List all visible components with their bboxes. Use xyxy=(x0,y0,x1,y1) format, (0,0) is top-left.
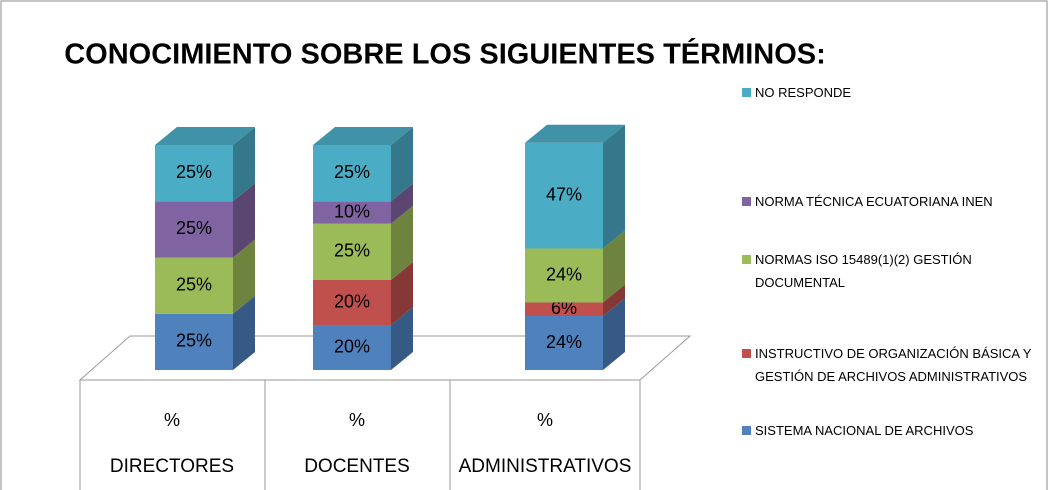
bar xyxy=(525,248,603,303)
data-label: 47% xyxy=(546,184,582,204)
bar-side xyxy=(391,205,413,280)
legend-label: NO RESPONDE xyxy=(755,84,852,100)
legend-swatch xyxy=(742,255,751,264)
bar-side xyxy=(603,124,625,249)
bar xyxy=(313,201,391,224)
x-tick-unit: % xyxy=(537,410,553,430)
bar xyxy=(155,145,233,202)
x-tick-unit: % xyxy=(164,410,180,430)
legend-label: NORMA TÉCNICA ECUATORIANA INEN xyxy=(755,193,993,209)
bar-side xyxy=(391,262,413,325)
data-label: 25% xyxy=(176,274,212,294)
data-label: 20% xyxy=(334,336,370,356)
bar xyxy=(313,280,391,325)
bar xyxy=(313,145,391,202)
legend-item: NORMAS ISO 15489(1)(2) GESTIÓN DOCUMENTA… xyxy=(740,248,1040,294)
bar xyxy=(155,257,233,314)
legend-item: SISTEMA NACIONAL DE ARCHIVOS xyxy=(740,419,1040,442)
x-tick-label: DOCENTES xyxy=(304,456,410,477)
x-tick-unit: % xyxy=(349,410,365,430)
bar-side xyxy=(391,127,413,202)
bar-side xyxy=(233,295,255,370)
legend-swatch xyxy=(742,349,751,358)
bar-top xyxy=(313,127,413,145)
data-label: 6% xyxy=(551,298,577,318)
data-label: 25% xyxy=(176,162,212,182)
legend-swatch xyxy=(742,425,751,435)
bar xyxy=(313,325,391,370)
bar-side xyxy=(603,298,625,370)
legend-item: INSTRUCTIVO DE ORGANIZACIÓN BÁSICA Y GES… xyxy=(740,342,1040,388)
data-label: 10% xyxy=(334,201,370,221)
legend-swatch xyxy=(742,87,751,97)
bar-side xyxy=(233,127,255,202)
legend-label: NORMAS ISO 15489(1)(2) GESTIÓN DOCUMENTA… xyxy=(755,252,972,290)
legend-label: SISTEMA NACIONAL DE ARCHIVOS xyxy=(755,422,974,438)
bar-side xyxy=(603,284,625,316)
bar-side xyxy=(603,230,625,303)
bar xyxy=(525,302,603,316)
data-label: 25% xyxy=(176,331,212,351)
bar xyxy=(525,316,603,370)
chart-title: CONOCIMIENTO SOBRE LOS SIGUIENTES TÉRMIN… xyxy=(64,37,826,71)
bar xyxy=(525,142,603,249)
x-tick-label: ADMINISTRATIVOS xyxy=(459,456,632,477)
bar-side xyxy=(391,183,413,224)
bar-top xyxy=(525,124,625,143)
data-label: 25% xyxy=(334,241,370,261)
legend-label: INSTRUCTIVO DE ORGANIZACIÓN BÁSICA Y GES… xyxy=(755,346,1032,384)
data-label: 24% xyxy=(546,264,582,284)
bar xyxy=(313,223,391,280)
bar-side xyxy=(391,307,413,370)
legend-swatch xyxy=(742,196,751,206)
bar xyxy=(155,201,233,258)
bar-side xyxy=(233,183,255,258)
bar-side xyxy=(233,239,255,314)
bar-top xyxy=(155,127,255,145)
data-label: 20% xyxy=(334,291,370,311)
data-label: 24% xyxy=(546,332,582,352)
legend-item: NO RESPONDE xyxy=(740,81,1040,104)
table-lines xyxy=(79,380,641,490)
bar xyxy=(155,313,233,370)
x-tick-label: DIRECTORES xyxy=(110,456,234,477)
data-label: 25% xyxy=(176,218,212,238)
data-label: 25% xyxy=(334,162,370,182)
legend-item: NORMA TÉCNICA ECUATORIANA INEN xyxy=(740,190,1040,213)
